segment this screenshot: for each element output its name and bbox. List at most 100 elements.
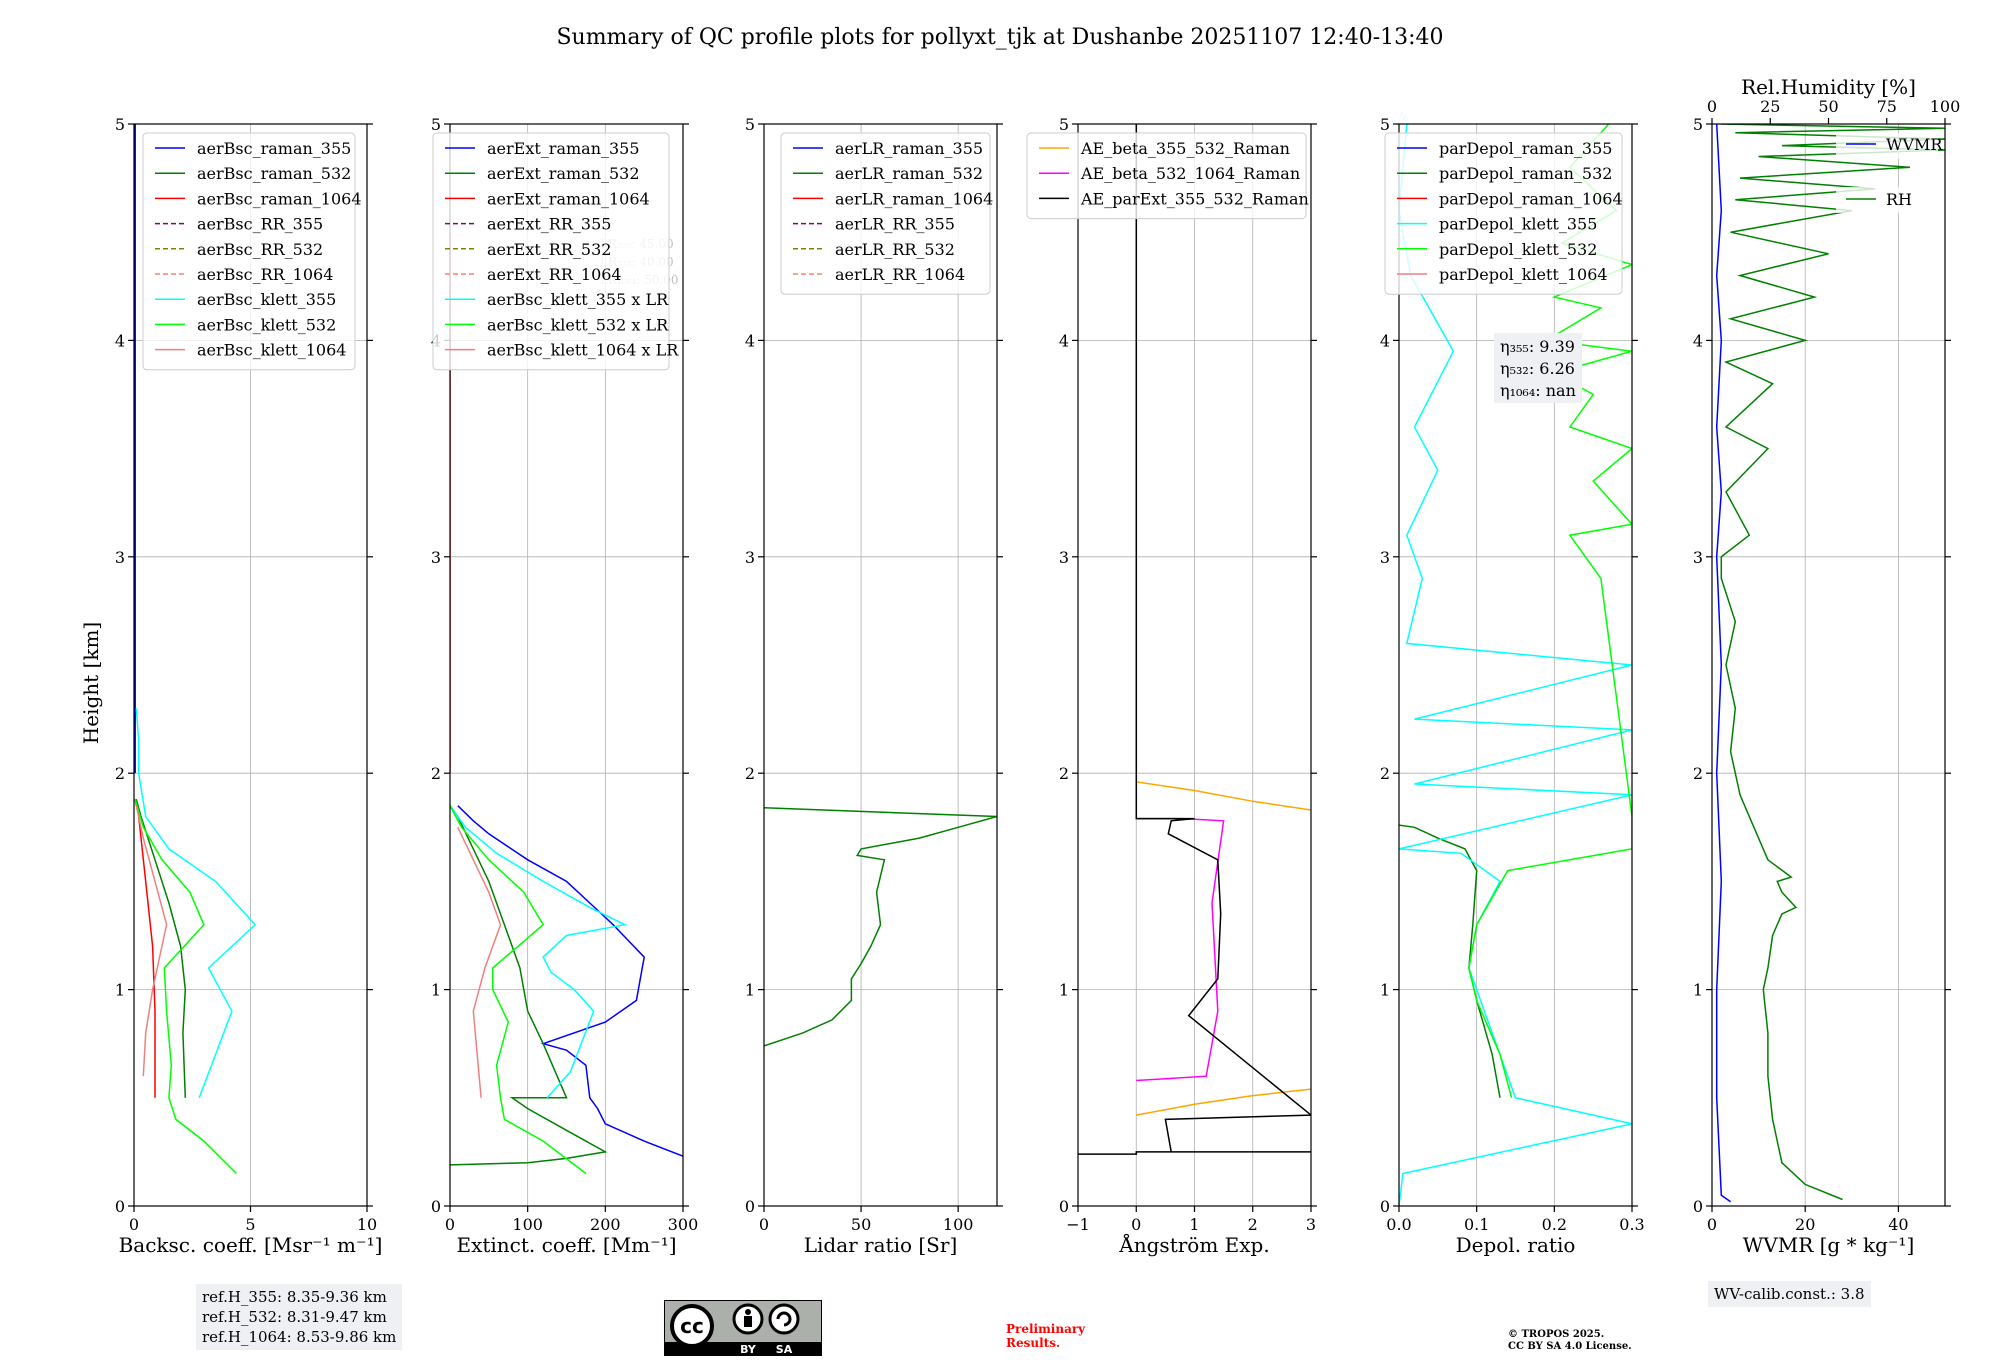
- panel-backscatter-legend: aerBsc_raman_355 aerBsc_raman_532 aerBsc_r…: [142, 132, 362, 371]
- panel-lidar-ratio-legend: aerLR_raman_355 aerLR_raman_532 aerLR_rama…: [780, 132, 993, 295]
- y-tick-label: 5: [1380, 115, 1390, 134]
- y-tick-label: 3: [431, 548, 441, 567]
- series-line-aerBsc-klett-1064-x-LR: [457, 826, 502, 1098]
- copyright-line-2: CC BY SA 4.0 License.: [1508, 1341, 1632, 1352]
- eta-value-text: η₅₃₂: 6.26: [1500, 359, 1575, 378]
- series-line-aerExt-raman-532: [450, 805, 608, 1166]
- panel-lidar-ratio-curves: [764, 807, 997, 1047]
- legend-label: aerBsc_raman_355: [197, 139, 351, 158]
- legend-label: aerExt_RR_532: [487, 240, 611, 259]
- copyright-note: © TROPOS 2025. CC BY SA 4.0 License.: [1508, 1329, 1632, 1353]
- legend-label: aerExt_raman_532: [487, 164, 640, 183]
- legend-label: AE_parExt_355_532_Raman: [1080, 189, 1309, 208]
- panel-depol-eta-box: η₃₅₅: 9.39 η₅₃₂: 6.26 η₁₀₆₄: nan: [1494, 333, 1582, 403]
- reference-height-box: ref.H_355: 8.35-9.36 km ref.H_532: 8.31-…: [196, 1284, 403, 1350]
- x-tick-label: 3: [1306, 1215, 1316, 1234]
- y-tick-label: 3: [1380, 548, 1390, 567]
- legend-label: parDepol_raman_1064: [1439, 189, 1623, 208]
- top-tick-label: 50: [1818, 97, 1838, 116]
- panel-depol-curves: [1399, 124, 1632, 1206]
- x-tick-label: 0: [129, 1215, 139, 1234]
- series-line-aerBsc-klett-355-x-LR: [450, 805, 628, 1099]
- y-tick-label: 4: [745, 331, 755, 350]
- panel-water-vapor-frame: [1711, 123, 1946, 1207]
- legend-label: aerBsc_klett_1064 x LR: [487, 341, 679, 360]
- cc-by-sa-logo: cc BY SA: [664, 1300, 822, 1356]
- ref-height-1064: ref.H_1064: 8.53-9.86 km: [202, 1328, 397, 1346]
- series-line-parDepol-klett-532: [1468, 124, 1632, 1098]
- legend-label-rh: RH: [1886, 190, 1912, 209]
- y-axis-label: Height [km]: [79, 622, 103, 744]
- y-tick-label: 0: [1380, 1197, 1390, 1216]
- legend-label: parDepol_klett_1064: [1439, 265, 1608, 284]
- y-tick-label: 5: [1059, 115, 1069, 134]
- x-tick-label: 10: [357, 1215, 377, 1234]
- series-line-aerLR-raman-532: [764, 807, 997, 1047]
- y-tick-label: 0: [745, 1197, 755, 1216]
- y-tick-label: 5: [115, 115, 125, 134]
- y-tick-label: 3: [745, 548, 755, 567]
- y-tick-label: 2: [1693, 764, 1703, 783]
- panel-water-vapor-xlabel: WVMR [g * kg⁻¹]: [1743, 1233, 1915, 1257]
- panel-extinction-legend: aerExt_raman_355 aerExt_raman_532 aerExt_r…: [432, 132, 679, 371]
- panel-water-vapor-legend: WVMR RH: [1836, 133, 1943, 213]
- series-line-AE-beta-355-532-Raman-upper-: [1136, 781, 1311, 811]
- panel-backscatter: 0 5 10 0 1 2 3 4 5 Backsc. coeff. [Msr⁻¹ m⁻¹] ae…: [115, 115, 383, 1257]
- panel-extinction-ticks: 0100200300012345: [431, 115, 698, 1234]
- x-tick-label: 0.3: [1619, 1215, 1644, 1234]
- sa-text: SA: [776, 1343, 793, 1356]
- legend-label: aerBsc_klett_355: [197, 290, 336, 309]
- legend-box: [432, 132, 670, 371]
- panel-lidar-ratio: 0 50 100 0 1 2 3 4 5 Lidar ratio [Sr] aerLR_rama…: [745, 115, 1003, 1257]
- series-line-RH: [1720, 124, 1945, 1201]
- legend-box: [780, 132, 991, 295]
- x-tick-label: 0: [759, 1215, 769, 1234]
- legend-label: AE_beta_355_532_Raman: [1080, 139, 1290, 158]
- panel-depol: 0.0 0.1 0.2 0.3 0 1 2 3 4 5 Depol. ratio parDepol…: [1380, 115, 1645, 1257]
- y-tick-label: 1: [745, 981, 755, 1000]
- panel-lidar-ratio-grid: [764, 124, 997, 1206]
- legend-label: aerLR_RR_355: [835, 215, 955, 234]
- y-tick-label: 4: [1380, 331, 1390, 350]
- x-tick-label: 300: [668, 1215, 699, 1234]
- ref-height-532: ref.H_532: 8.31-9.47 km: [202, 1308, 387, 1326]
- legend-label: aerExt_raman_355: [487, 139, 640, 158]
- x-tick-label: 200: [590, 1215, 621, 1234]
- panel-lidar-ratio-ticks: 0 50 100 0 1 2 3 4 5: [745, 115, 1003, 1234]
- legend-label: aerExt_RR_1064: [487, 265, 622, 284]
- y-tick-label: 2: [1380, 764, 1390, 783]
- top-tick-label: 75: [1877, 97, 1897, 116]
- top-tick-label: 0: [1707, 97, 1717, 116]
- y-tick-label: 4: [1693, 331, 1703, 350]
- legend-label: aerLR_RR_1064: [835, 265, 965, 284]
- y-tick-label: 5: [745, 115, 755, 134]
- sa-share-icon: [768, 1303, 800, 1335]
- preliminary-note: Preliminary Results.: [1006, 1322, 1085, 1350]
- y-tick-label: 2: [745, 764, 755, 783]
- legend-label: parDepol_raman_532: [1439, 164, 1612, 183]
- legend-label: aerBsc_RR_355: [197, 215, 323, 234]
- legend-label: aerLR_RR_532: [835, 240, 955, 259]
- x-tick-label: 0: [1131, 1215, 1141, 1234]
- panel-extinction: 0100200300012345 Extinct. coeff. [Mm⁻¹] …: [431, 115, 698, 1257]
- series-line-aerBsc-klett-355: [135, 708, 257, 1099]
- y-tick-label: 3: [1693, 548, 1703, 567]
- series-line-aerBsc-klett-1064: [135, 805, 168, 1077]
- legend-box-rh: [1836, 187, 1938, 213]
- series-line-aerBsc-raman-532: [135, 799, 187, 1098]
- x-tick-label: 0.1: [1464, 1215, 1489, 1234]
- y-tick-label: 3: [1059, 548, 1069, 567]
- copyright-line-1: © TROPOS 2025.: [1508, 1329, 1605, 1340]
- y-tick-label: 3: [115, 548, 125, 567]
- x-tick-label: 1: [1189, 1215, 1199, 1234]
- y-tick-label: 2: [1059, 764, 1069, 783]
- panel-angstrom-legend: AE_beta_355_532_Raman AE_beta_532_1064_Ra…: [1026, 132, 1309, 220]
- panel-lidar-ratio-xlabel: Lidar ratio [Sr]: [804, 1233, 958, 1257]
- y-tick-label: 0: [1693, 1197, 1703, 1216]
- x-tick-label: 20: [1795, 1215, 1815, 1234]
- y-tick-label: 2: [431, 764, 441, 783]
- legend-label: aerLR_raman_355: [835, 139, 983, 158]
